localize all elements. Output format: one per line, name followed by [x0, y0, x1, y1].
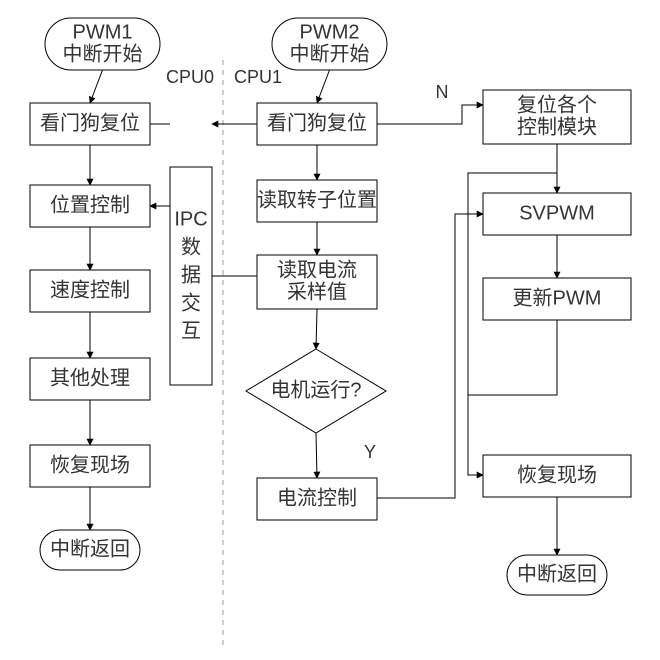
- node-b_dec: 电机运行?: [246, 349, 386, 433]
- node-label: 中断返回: [50, 537, 130, 560]
- node-label: 位置控制: [50, 193, 130, 216]
- node-label: 电流控制: [277, 486, 357, 509]
- node-label: 读取转子位置: [257, 188, 377, 211]
- node-b_curctl: 电流控制: [257, 478, 377, 520]
- edge: [90, 70, 103, 103]
- branch-label: Y: [364, 442, 376, 462]
- node-b_sample: 读取电流采样值: [257, 255, 377, 309]
- edge: [377, 214, 483, 498]
- ipc-label: IPC: [174, 208, 207, 230]
- node-a_wdt: 看门狗复位: [30, 103, 150, 145]
- flowchart: PWM1中断开始看门狗复位位置控制速度控制其他处理恢复现场中断返回PWM2中断开…: [0, 0, 660, 660]
- node-label: 看门狗复位: [40, 111, 140, 134]
- node-label: 中断返回: [517, 562, 597, 585]
- cpu-label: CPU0: [166, 67, 214, 87]
- ipc-label: 交: [181, 291, 201, 314]
- edge: [316, 433, 317, 478]
- edge: [316, 309, 317, 349]
- node-label: 复位各个: [517, 93, 597, 116]
- node-a_return: 中断返回: [40, 530, 140, 570]
- edge: [468, 144, 557, 395]
- node-b_wdt: 看门狗复位: [257, 103, 377, 145]
- node-label: 控制模块: [517, 115, 597, 138]
- node-label: 中断开始: [290, 42, 370, 65]
- node-label: 中断开始: [63, 42, 143, 65]
- node-c_svpwm: SVPWM: [483, 193, 631, 235]
- ipc-box: IPC 数据交互: [170, 167, 212, 385]
- node-label: 电机运行?: [270, 378, 361, 401]
- node-c_pwm: 更新PWM: [483, 278, 631, 320]
- node-label: 速度控制: [50, 278, 130, 301]
- edge: [377, 105, 483, 124]
- node-c_reset: 复位各个控制模块: [483, 90, 631, 144]
- ipc-label: 数: [181, 235, 201, 258]
- edge: [468, 320, 557, 475]
- node-label: 看门狗复位: [267, 111, 367, 134]
- ipc-label: 互: [181, 320, 201, 342]
- edge: [317, 70, 330, 103]
- node-a_other: 其他处理: [30, 358, 150, 400]
- node-label: PWM2: [300, 21, 360, 43]
- node-a_start: PWM1中断开始: [45, 18, 160, 70]
- node-b_start: PWM2中断开始: [272, 18, 387, 70]
- node-a_spd: 速度控制: [30, 270, 150, 312]
- node-label: SVPWM: [519, 202, 595, 224]
- node-a_resume: 恢复现场: [30, 445, 150, 487]
- branch-label: N: [436, 82, 449, 102]
- ipc-label: 据: [181, 263, 201, 286]
- node-c_resume: 恢复现场: [483, 455, 631, 497]
- node-label: 采样值: [287, 280, 347, 303]
- node-label: 恢复现场: [50, 453, 130, 476]
- node-label: 其他处理: [50, 366, 130, 389]
- node-label: 读取电流: [277, 258, 357, 281]
- node-b_rotor: 读取转子位置: [257, 180, 377, 222]
- node-a_pos: 位置控制: [30, 185, 150, 227]
- node-label: PWM1: [73, 21, 133, 43]
- cpu-label: CPU1: [234, 67, 282, 87]
- node-c_return: 中断返回: [507, 555, 607, 595]
- node-label: 更新PWM: [513, 286, 602, 309]
- node-label: 恢复现场: [517, 463, 597, 486]
